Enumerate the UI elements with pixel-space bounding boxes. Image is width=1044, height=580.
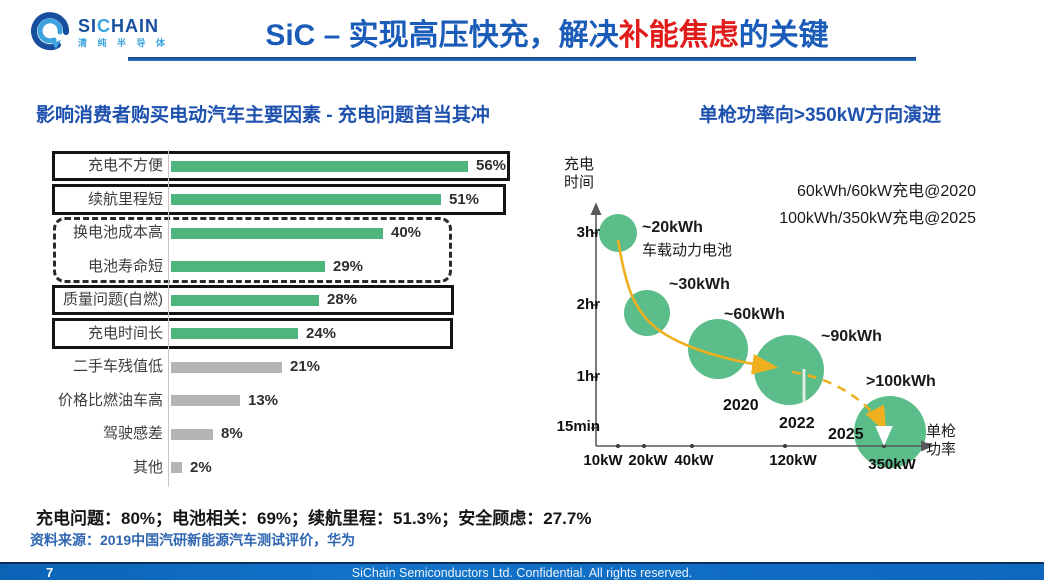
x-tick-dots <box>616 444 886 448</box>
bar-label: 续航里程短 <box>87 190 163 208</box>
footer-copyright: SiChain Semiconductors Ltd. Confidential… <box>351 566 693 580</box>
year-label-2020: 2020 <box>723 397 759 414</box>
right-chart-title: 单枪功率向>350kW方向演进 <box>698 105 942 126</box>
title-suffix: 的关键 <box>738 19 829 52</box>
bar-chart-baseline <box>168 150 169 487</box>
bar <box>171 227 383 239</box>
footer-bar: 7 SiChain Semiconductors Ltd. Confidenti… <box>0 562 1044 580</box>
x-axis-label: 单枪 功率 <box>926 423 957 458</box>
bar <box>171 160 468 172</box>
left-chart-title: 影响消费者购买电动汽车主要因素 - 充电问题首当其冲 <box>36 105 490 126</box>
bar-label: 电池寿命短 <box>87 257 163 275</box>
summary-statistics: 充电问题：80%；电池相关：69%；续航里程：51.3%；安全顾虑：27.7% <box>36 509 592 528</box>
bar-label: 换电池成本高 <box>72 224 163 241</box>
annotation-2020-2025: 60kWh/60kW充电@2020 100kWh/350kW充电@2025 <box>779 183 976 227</box>
highlight-box-solid <box>52 318 453 349</box>
bubble-label-90kWh: ~90kWh <box>821 328 882 345</box>
bar-value: 29% <box>333 257 364 275</box>
bubble-label-20kWh: ~20kWh <box>642 219 703 236</box>
power-evolution-bubble-chart: 充电 时间 单枪 功率 3hr 2hr 1hr 15min 10kW 20kW 40… <box>540 140 1020 500</box>
logo-text: SICHAIN 清 纯 半 导 体 <box>78 17 169 48</box>
data-source: 资料来源：2019中国汽研新能源汽车测试评价，华为 <box>30 532 356 548</box>
x-tick-40kW: 40kW <box>674 452 714 469</box>
x-tick-10kW: 10kW <box>583 452 623 469</box>
bar-value: 24% <box>306 324 337 342</box>
y-tick-1hr: 1hr <box>576 368 600 385</box>
y-tick-2hr: 2hr <box>576 296 600 313</box>
page-number: 7 <box>46 565 54 580</box>
bar-label: 二手车残值低 <box>72 358 163 375</box>
bar <box>171 261 325 272</box>
highlight-box-solid <box>52 285 454 315</box>
year-label-2022: 2022 <box>779 415 815 432</box>
bar <box>171 294 319 306</box>
bar-label: 质量问题(自燃) <box>63 291 163 308</box>
highlight-box-solid <box>52 184 506 215</box>
title-prefix: SiC – 实现高压快充，解决 <box>265 19 619 52</box>
y-tick-15min: 15min <box>556 418 600 435</box>
x-tick-120kW: 120kW <box>769 452 817 469</box>
bar <box>171 395 240 406</box>
bar-label: 充电时间长 <box>87 324 163 342</box>
bar-value: 40% <box>391 224 422 241</box>
brand-subtitle: 清 纯 半 导 体 <box>78 37 170 48</box>
bubble-label-100kWh: >100kWh <box>866 373 936 390</box>
bar-label: 价格比燃油车高 <box>57 391 163 409</box>
bubble-label-battery: 车载动力电池 <box>642 242 733 259</box>
bubble-label-60kWh: ~60kWh <box>724 306 785 323</box>
bar-value: 21% <box>290 358 321 375</box>
bar <box>171 428 213 440</box>
year-label-2025: 2025 <box>828 426 864 443</box>
bar-label: 其他 <box>132 458 163 476</box>
title-highlight: 补能焦虑 <box>618 19 739 52</box>
title-underline <box>128 57 916 61</box>
bar-value: 13% <box>248 391 279 409</box>
bubble-label-30kWh: ~30kWh <box>669 276 730 293</box>
bar-value: 56% <box>476 157 507 174</box>
y-axis-label: 充电 时间 <box>564 156 595 191</box>
axes <box>590 202 934 452</box>
bubble-chart-canvas <box>590 202 934 468</box>
bar-value: 2% <box>190 458 212 476</box>
page-title: SiC – 实现高压快充，解决补能焦虑的关键 <box>140 10 954 54</box>
bar-value: 8% <box>221 425 243 442</box>
bar-label: 驾驶感差 <box>102 425 163 442</box>
x-tick-20kW: 20kW <box>628 452 668 469</box>
bar <box>171 361 282 373</box>
bar <box>171 194 441 205</box>
bar <box>171 462 182 473</box>
highlight-box-solid <box>52 151 510 181</box>
brand-name: SICHAIN <box>78 15 160 36</box>
bar <box>171 328 298 339</box>
x-tick-350kW: 350kW <box>868 456 916 473</box>
bar-label: 充电不方便 <box>87 157 163 174</box>
bar-value: 28% <box>327 291 358 308</box>
sichain-logo: SICHAIN 清 纯 半 导 体 <box>28 7 178 57</box>
highlight-box-dashed <box>53 217 452 283</box>
sichain-logo-icon <box>31 12 70 51</box>
bar-value: 51% <box>449 190 480 208</box>
trend-curve <box>616 239 887 433</box>
y-tick-3hr: 3hr <box>576 224 600 241</box>
